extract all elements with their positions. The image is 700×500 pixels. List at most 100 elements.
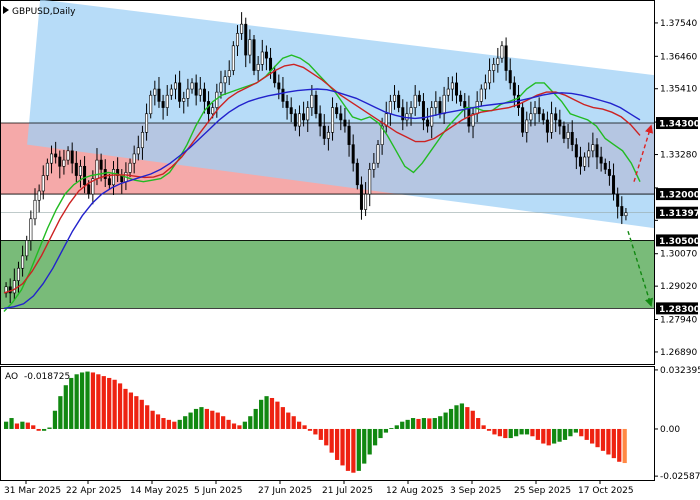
candle-body [591,144,595,152]
candle-body [33,199,37,220]
ao-bar [389,428,394,429]
candle-body [409,107,413,115]
candle-body [578,156,582,167]
ao-bar [454,405,459,429]
ao-bar [302,425,307,429]
candle [364,182,368,217]
ao-bar [215,412,220,429]
x-tick-label: 31 Mar 2025 [4,486,61,496]
candle-body [397,94,401,108]
candle-body [169,88,173,96]
price-tag: 1.32000 [656,188,700,201]
candle-body [521,107,525,133]
candle-body [277,82,281,90]
candle-body [616,193,620,207]
candle [376,140,380,168]
candle [190,78,194,94]
candle-body [459,94,463,102]
ao-bar [372,428,378,446]
candle-body [417,94,421,102]
ma-slow-line [3,88,641,310]
candle [302,101,306,127]
ao-bar [552,428,557,444]
candle-body [157,88,161,102]
candle [446,76,450,102]
ao-bar [96,374,101,429]
candle [355,158,359,190]
ao-bar [90,372,96,429]
candle-body [103,169,107,179]
candle [599,146,603,172]
ao-bar [514,428,519,437]
candle-body [351,144,355,164]
ao-bar [427,418,432,429]
candle-body [421,101,425,121]
ao-header: AO -0.018725 [5,372,70,382]
candle-body [541,113,545,121]
y-tick-label: 1.33280 [660,151,697,161]
candle-body [355,162,359,186]
candle [612,163,616,201]
ao-bar [459,403,465,429]
candle [322,114,326,145]
candle [620,196,624,225]
candle [595,138,599,170]
ao-histogram-layer [4,371,627,473]
price-tag-bg [656,117,698,130]
candle-body [91,178,95,195]
ao-bar [139,399,144,429]
y-tick-label: 1.30070 [660,250,697,260]
candle-body [87,184,91,195]
ao-bar [242,421,247,429]
ao-bar [383,428,389,433]
candle-body [186,88,190,99]
candle [306,101,310,132]
candle-body [45,162,49,176]
candle-body [140,131,144,149]
ao-bar [145,405,150,429]
candle-body [244,23,248,56]
ao-y-tick-label: 0.00 [660,425,680,435]
candle-body [21,255,25,269]
candle [285,94,289,120]
candle [256,55,260,81]
candle-body [211,107,215,115]
ao-bar [438,416,443,429]
ao-bar [535,428,540,440]
candle-body [161,101,165,108]
candle-body [25,240,29,257]
ao-bar [14,423,20,429]
candle [624,207,628,221]
candle [16,261,20,293]
ao-bar [340,428,345,466]
candle-body [8,286,12,294]
candle-body [128,162,132,173]
ao-bar [172,421,177,429]
candle-body [74,162,78,176]
ao-bar [9,418,14,429]
candle [29,210,33,251]
candle [37,184,41,213]
candle [368,162,372,207]
candle [401,99,405,131]
axes-layer: 1.34300 1.32000 1.31397 1.30500 1.28300 1.375… [4,19,700,496]
candle [471,107,475,139]
candle-body [50,153,54,164]
candle-body [198,88,202,96]
ao-bar [150,410,155,429]
ao-bar [231,423,237,429]
candle [603,158,607,175]
candle-body [194,82,198,96]
ao-bar [497,428,502,437]
x-tick-label: 5 Jun 2025 [194,486,242,496]
candle [54,141,58,164]
price-tag: 1.34300 [656,117,700,130]
candle [359,176,363,220]
candle [570,120,574,152]
candle [202,82,206,114]
ao-bar [579,428,584,437]
candle [479,84,483,107]
ao-bar [74,374,79,429]
symbol-triangle-icon [3,6,9,14]
